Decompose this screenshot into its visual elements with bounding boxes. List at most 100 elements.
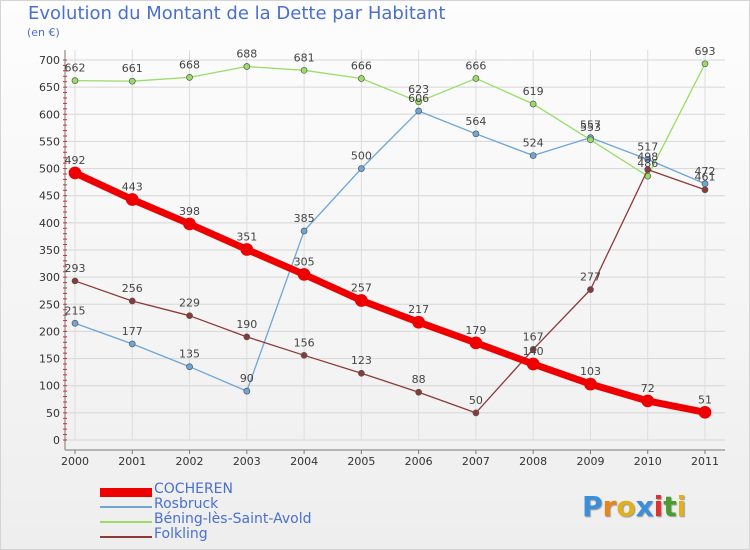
data-point: [529, 100, 537, 108]
data-label: 50: [469, 394, 483, 407]
data-label: 492: [65, 154, 86, 167]
data-point: [701, 186, 709, 194]
data-point: [644, 166, 652, 174]
y-tick-label: 300: [39, 271, 60, 284]
data-label: 177: [122, 325, 143, 338]
data-label: 51: [698, 393, 712, 406]
x-tick-label: 2010: [634, 455, 662, 468]
data-point: [128, 340, 136, 348]
data-point: [243, 387, 251, 395]
legend-swatch: [100, 506, 152, 508]
legend-item: COCHEREN: [100, 481, 360, 500]
data-point: [469, 336, 483, 350]
data-label: 103: [580, 365, 601, 378]
data-label: 606: [408, 92, 429, 105]
x-tick-label: 2008: [519, 455, 547, 468]
x-tick-label: 2011: [691, 455, 719, 468]
logo-letter: i: [653, 490, 664, 523]
data-label: 666: [351, 59, 372, 72]
data-label: 385: [294, 212, 315, 225]
y-tick-label: 250: [39, 298, 60, 311]
data-point: [186, 74, 193, 81]
data-point: [701, 60, 709, 68]
legend-label: COCHEREN: [154, 481, 233, 497]
data-label: 500: [351, 150, 372, 163]
data-label: 277: [580, 271, 601, 284]
data-point: [644, 155, 652, 163]
data-label: 557: [580, 119, 601, 132]
y-tick-label: 400: [39, 217, 60, 230]
data-point: [587, 136, 594, 144]
data-label: 461: [695, 171, 716, 184]
x-tick-label: 2004: [290, 455, 318, 468]
data-label: 257: [351, 281, 372, 294]
y-tick-label: 50: [46, 407, 60, 420]
legend-item: Folkling: [100, 526, 360, 545]
data-point: [358, 75, 365, 82]
data-point: [186, 312, 193, 320]
data-label: 90: [240, 372, 254, 385]
data-label: 662: [65, 62, 86, 75]
gridlines: [65, 50, 725, 441]
data-point: [183, 217, 196, 231]
x-tick-label: 2007: [462, 455, 490, 468]
data-point: [125, 193, 139, 206]
logo-letter: x: [635, 490, 654, 523]
data-label: 623: [408, 83, 429, 96]
legend: COCHEREN Rosbruck Béning-lès-Saint-Avold Fo…: [100, 481, 360, 545]
data-point: [128, 297, 136, 305]
data-point: [243, 63, 251, 70]
data-label: 486: [637, 157, 658, 170]
y-tick-label: 350: [39, 244, 60, 257]
y-tick-label: 100: [39, 380, 60, 393]
legend-swatch: [100, 521, 152, 523]
data-point: [358, 165, 365, 172]
data-point: [300, 227, 308, 235]
data-label: 88: [412, 373, 426, 386]
series-folkling: [71, 166, 709, 417]
y-tick-label: 0: [53, 434, 60, 447]
legend-label: Rosbruck: [154, 496, 219, 512]
chart-subtitle: (en €): [27, 26, 60, 39]
y-tick-label: 600: [39, 108, 60, 121]
data-point: [71, 319, 79, 327]
logo-letter: i: [676, 490, 687, 523]
data-point: [128, 77, 136, 85]
legend-swatch: [100, 488, 152, 497]
logo-letter: o: [616, 490, 636, 523]
legend-label: Folkling: [154, 526, 208, 542]
x-tick-label: 2001: [118, 455, 146, 468]
data-point: [68, 166, 82, 180]
series-line: [74, 169, 706, 414]
chart-title: Evolution du Montant de la Dette par Hab…: [28, 3, 446, 24]
data-label: 553: [580, 121, 601, 134]
data-label: 351: [236, 230, 257, 243]
data-point: [641, 394, 655, 408]
data-label: 668: [179, 58, 200, 71]
logo-letter: r: [602, 490, 617, 523]
y-tick-label: 550: [39, 135, 60, 148]
series-b-ning-l-s-saint-avold: [71, 60, 709, 180]
data-label: 517: [637, 140, 658, 153]
data-label: 123: [351, 354, 372, 367]
data-label: 215: [65, 304, 86, 317]
data-label: 256: [122, 282, 143, 295]
y-tick-label: 700: [39, 54, 60, 67]
data-point: [71, 277, 79, 285]
data-point: [584, 377, 597, 391]
data-point: [472, 75, 480, 82]
data-label: 443: [122, 181, 143, 194]
x-tick-label: 2002: [176, 455, 204, 468]
data-point: [297, 268, 311, 281]
data-label: 140: [523, 345, 544, 358]
data-label: 167: [523, 330, 544, 343]
data-label: 179: [465, 324, 486, 337]
logo-letter: t: [663, 490, 677, 523]
data-label: 666: [465, 59, 486, 72]
data-label: 619: [523, 85, 544, 98]
data-label: 693: [695, 45, 716, 58]
data-labels: 492 443 398 351 305 257 217 179 140 103 72 51 215 177…: [65, 45, 716, 407]
legend-item: Rosbruck: [100, 496, 360, 515]
data-label: 398: [179, 205, 200, 218]
